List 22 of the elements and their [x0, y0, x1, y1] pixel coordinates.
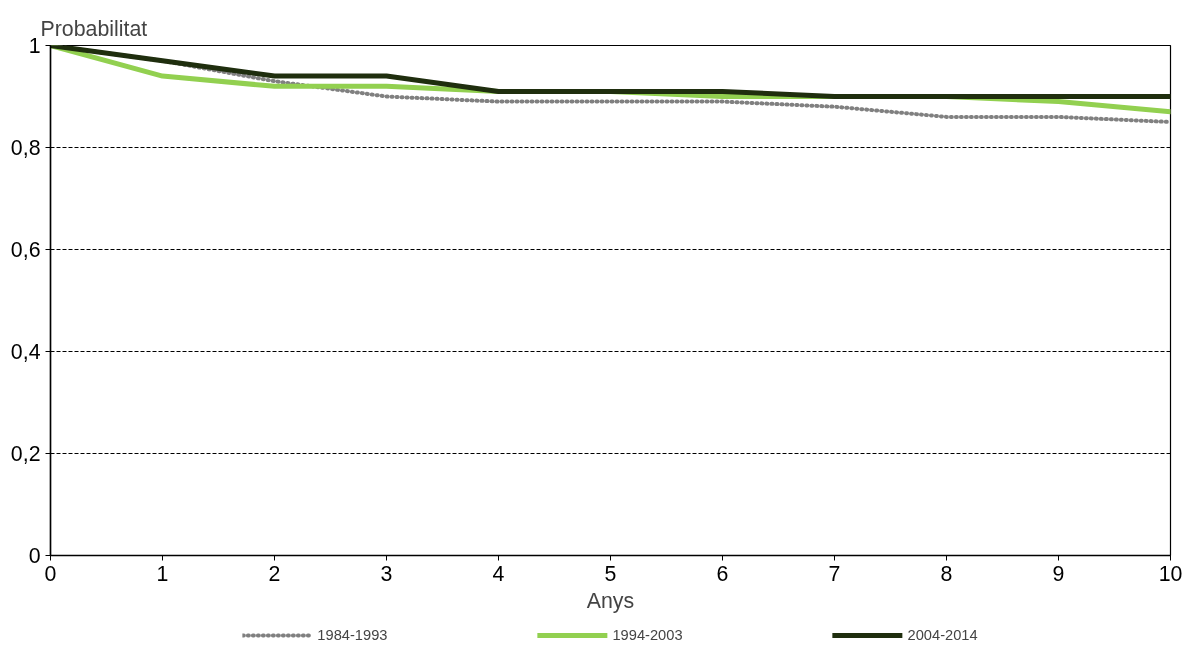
- x-axis-title: Anys: [586, 588, 635, 613]
- x-tick-label: 10: [1158, 561, 1183, 586]
- y-tick-label: 0,2: [10, 442, 41, 466]
- x-tick-label: 6: [716, 561, 729, 586]
- x-tick-label: 5: [604, 561, 617, 586]
- x-tick-label: 0: [44, 561, 57, 586]
- y-tick-label: 1: [28, 34, 41, 58]
- legend-label: 1984-1993: [317, 627, 388, 643]
- y-tick-label: 0,8: [10, 136, 41, 160]
- y-axis-title: Probabilitat: [40, 16, 148, 41]
- x-tick-label: 1: [156, 561, 169, 586]
- legend-label: 2004-2014: [907, 627, 978, 643]
- y-tick-label: 0,6: [10, 238, 41, 262]
- x-tick-label: 3: [380, 561, 393, 586]
- y-tick-label: 0,4: [10, 340, 41, 364]
- x-tick-label: 8: [940, 561, 953, 586]
- legend-label: 1994-2003: [612, 627, 683, 643]
- x-tick-label: 2: [268, 561, 281, 586]
- x-tick-label: 4: [492, 561, 505, 586]
- x-tick-label: 7: [828, 561, 841, 586]
- x-tick-label: 9: [1052, 561, 1065, 586]
- y-tick-label: 0: [28, 544, 41, 568]
